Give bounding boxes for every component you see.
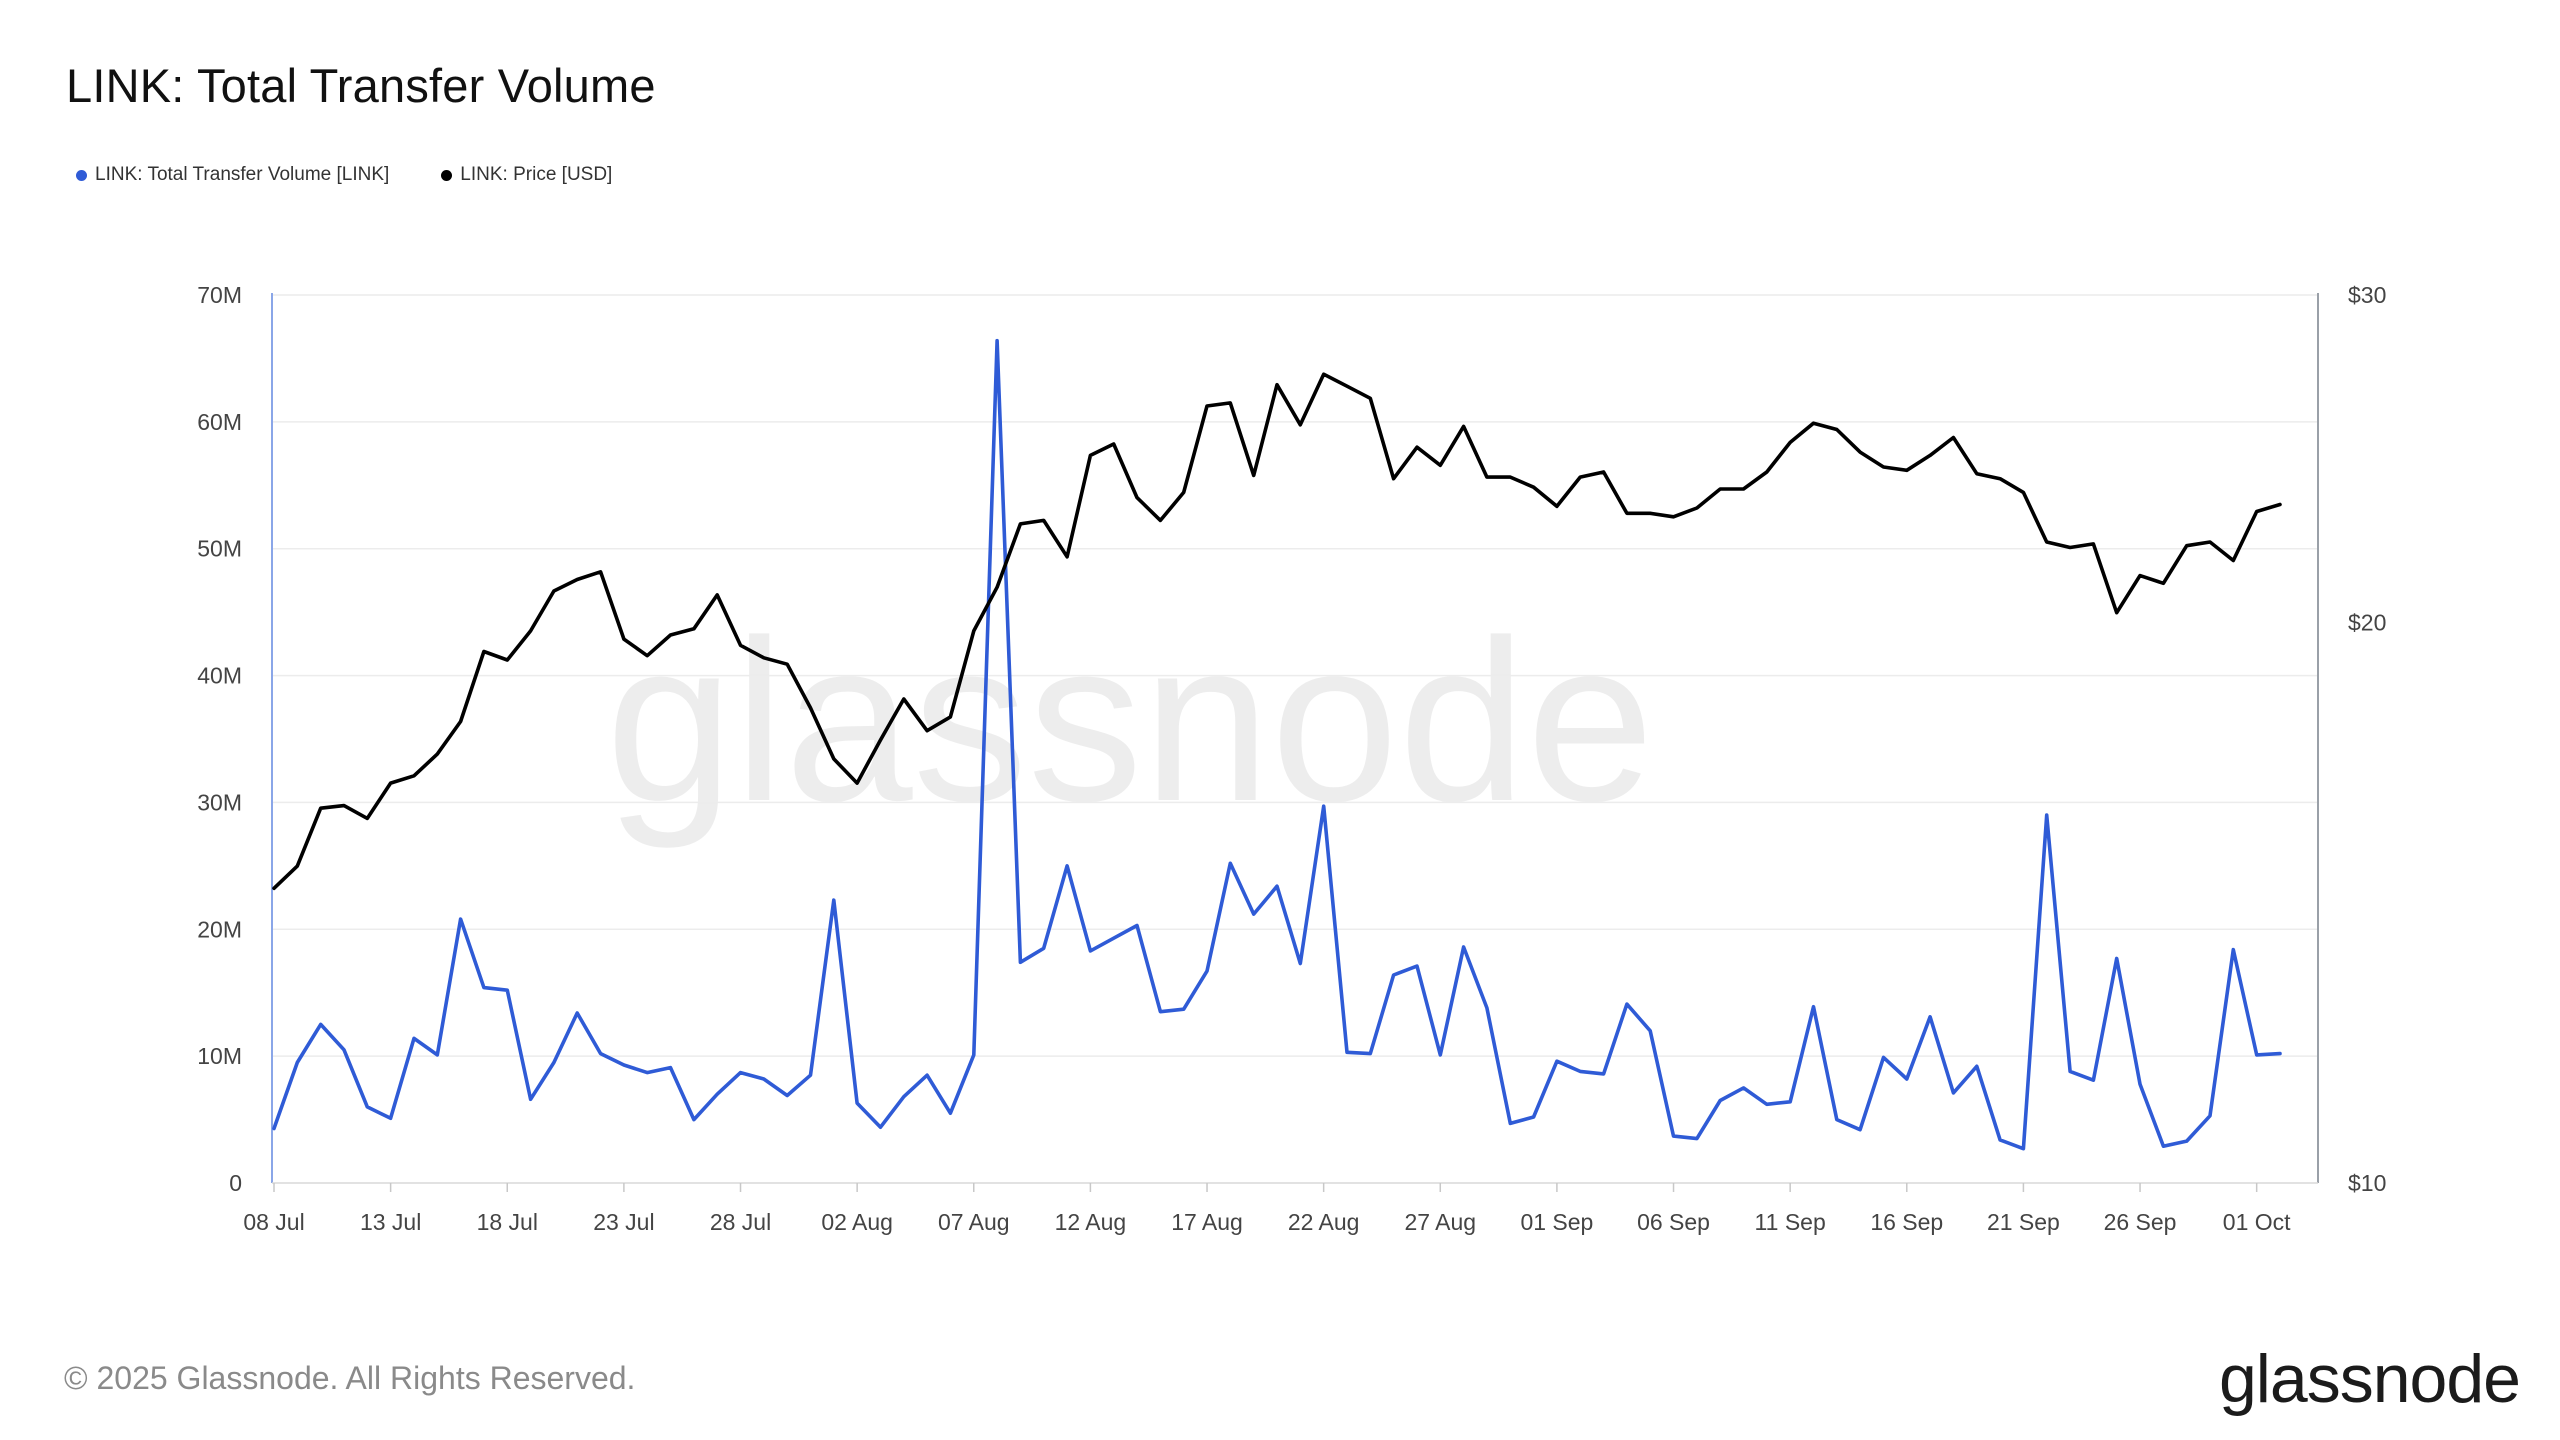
left-tick-label: 10M — [197, 1043, 242, 1069]
x-tick-label: 18 Jul — [477, 1209, 538, 1235]
left-tick-label: 40M — [197, 663, 242, 689]
left-tick-label: 0 — [229, 1170, 242, 1196]
x-tick-label: 06 Sep — [1637, 1209, 1710, 1235]
series-lines — [272, 338, 2282, 1151]
glassnode-logo: glassnode — [2218, 1341, 2521, 1417]
chart-title: LINK: Total Transfer Volume — [66, 59, 656, 112]
left-axis-ticks: 0 10M 20M 30M 40M 50M 60M 70M — [197, 282, 242, 1196]
left-tick-label: 70M — [197, 282, 242, 308]
x-tick-label: 02 Aug — [821, 1209, 893, 1235]
x-tick-label: 11 Sep — [1755, 1209, 1826, 1235]
x-tick-label: 28 Jul — [710, 1209, 771, 1235]
x-tick-label: 26 Sep — [2104, 1209, 2177, 1235]
left-tick-label: 50M — [197, 536, 242, 562]
left-tick-label: 60M — [197, 409, 242, 435]
chart-legend: LINK: Total Transfer Volume [LINK] LINK:… — [76, 164, 664, 186]
x-tick-label: 12 Aug — [1055, 1209, 1127, 1235]
x-tick-label: 21 Sep — [1987, 1209, 2060, 1235]
right-tick-label: $10 — [2348, 1170, 2386, 1196]
right-axis-ticks: $10 $20 $30 — [2348, 282, 2386, 1196]
x-axis-ticks: 08 Jul 13 Jul 18 Jul 23 Jul 28 Jul 02 Aug 07 A… — [243, 1183, 2291, 1235]
right-tick-label: $30 — [2348, 282, 2386, 308]
right-tick-label: $20 — [2348, 610, 2386, 636]
legend-dot-price — [441, 169, 453, 181]
x-tick-label: 23 Jul — [593, 1209, 654, 1235]
legend-dot-volume — [76, 169, 87, 181]
x-tick-label: 22 Aug — [1288, 1209, 1360, 1235]
left-tick-label: 20M — [197, 916, 242, 942]
axes — [271, 293, 2319, 1184]
x-tick-label: 01 Oct — [2223, 1209, 2291, 1235]
left-tick-label: 30M — [197, 789, 242, 815]
x-tick-label: 27 Aug — [1404, 1209, 1476, 1235]
x-tick-label: 01 Sep — [1520, 1209, 1593, 1235]
x-tick-label: 07 Aug — [938, 1209, 1010, 1235]
watermark-text: glassnode — [606, 592, 1655, 849]
volume-series-line — [272, 338, 2282, 1151]
legend-item-price[interactable]: LINK: Price [USD] — [441, 164, 612, 186]
x-tick-label: 17 Aug — [1171, 1209, 1243, 1235]
x-tick-label: 08 Jul — [243, 1209, 304, 1235]
legend-item-volume[interactable]: LINK: Total Transfer Volume [LINK] — [76, 164, 389, 186]
legend-label-volume: LINK: Total Transfer Volume [LINK] — [95, 164, 390, 185]
legend-label-price: LINK: Price [USD] — [460, 164, 613, 185]
price-series-line — [272, 372, 2282, 891]
grid-lines — [272, 294, 2318, 1057]
x-tick-label: 16 Sep — [1870, 1209, 1943, 1235]
copyright-notice: © 2025 Glassnode. All Rights Reserved. — [64, 1360, 636, 1396]
x-tick-label: 13 Jul — [360, 1209, 421, 1235]
